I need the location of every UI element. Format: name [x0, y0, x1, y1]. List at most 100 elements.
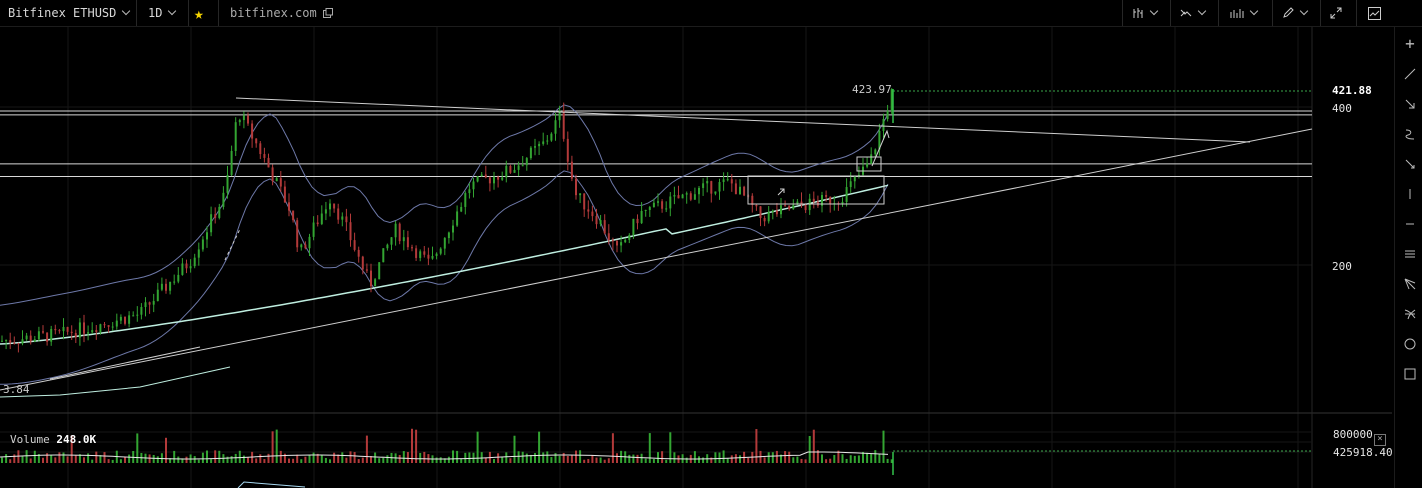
drawings: [0, 89, 1313, 488]
candle-body: [890, 89, 893, 112]
candle-body: [62, 326, 65, 332]
volume-title: Volume: [10, 433, 50, 446]
volume-bar: [529, 454, 532, 463]
volume-bar: [665, 459, 668, 463]
interval-selector[interactable]: 1D: [148, 0, 184, 26]
site-link[interactable]: bitfinex.com: [230, 0, 340, 26]
candle-body: [144, 302, 147, 308]
favorite-star-icon[interactable]: ★: [194, 3, 204, 23]
volume-bar: [353, 452, 356, 463]
volume-bar: [452, 450, 454, 463]
volume-bar: [365, 435, 368, 463]
volume-bar: [156, 456, 159, 463]
volume-bar: [361, 457, 364, 463]
price-chart[interactable]: [0, 27, 1392, 488]
candle-body: [714, 191, 717, 194]
candle-body: [579, 193, 582, 196]
candle-body: [673, 195, 676, 197]
volume-bar: [25, 450, 28, 463]
volume-bar: [185, 456, 188, 463]
candle-body: [439, 248, 442, 254]
rectangle-icon[interactable]: [1403, 367, 1417, 381]
chevron-down-icon: [1149, 6, 1159, 16]
volume-bar: [853, 455, 856, 463]
symbol-selector[interactable]: Bitfinex ETHUSD: [8, 0, 132, 26]
volume-bar: [710, 457, 713, 463]
volume-bar: [263, 459, 266, 463]
candle-body: [517, 165, 520, 170]
candle-body: [33, 339, 36, 342]
candle-body: [13, 342, 16, 344]
price-label-200: 200: [1332, 260, 1352, 273]
price-label-400: 400: [1332, 102, 1352, 115]
volume-bar: [628, 454, 631, 463]
volume-bar: [513, 435, 516, 463]
candle-body: [398, 223, 401, 242]
candle-body: [468, 189, 471, 194]
volume-bar: [402, 451, 405, 463]
screenshot-button[interactable]: [1368, 0, 1384, 26]
candle-body: [501, 177, 504, 180]
horizontal-line-icon[interactable]: [1403, 217, 1417, 231]
volume-bar: [329, 459, 331, 463]
candle-body: [275, 178, 278, 182]
compare-button[interactable]: [1180, 0, 1210, 26]
candle-body: [607, 233, 610, 241]
candle-body: [402, 237, 405, 242]
ray-icon[interactable]: [1403, 157, 1417, 171]
chevron-down-icon: [1249, 6, 1259, 16]
volume-bar: [652, 458, 655, 463]
arrow-icon[interactable]: [1403, 97, 1417, 111]
volume-bar: [460, 458, 463, 463]
volume-bar: [870, 453, 873, 463]
volume-bar: [464, 452, 467, 463]
candle-body: [42, 331, 44, 333]
fullscreen-button[interactable]: [1330, 0, 1346, 26]
candle-body: [538, 143, 541, 147]
indicators-button[interactable]: [1230, 0, 1266, 26]
volume-bar: [255, 458, 258, 463]
candle-body: [382, 248, 385, 263]
candle-body: [308, 236, 311, 249]
pitchfork-icon[interactable]: [1403, 307, 1417, 321]
candle-body: [185, 263, 188, 269]
volume-bar: [702, 457, 705, 463]
draw-button[interactable]: [1282, 0, 1312, 26]
circle-icon[interactable]: [1403, 337, 1417, 351]
candle-body: [132, 315, 135, 317]
crosshair-icon[interactable]: +: [1405, 34, 1415, 53]
vertical-line-icon[interactable]: [1403, 187, 1417, 201]
bar-style-button[interactable]: [1132, 0, 1162, 26]
volume-average-line: [0, 451, 889, 460]
candle-body: [431, 255, 434, 259]
interval-label: 1D: [148, 6, 163, 20]
parallel-channel-icon[interactable]: [1403, 247, 1417, 261]
candle-body: [825, 195, 828, 197]
candle-body: [562, 110, 565, 139]
volume-bar: [128, 454, 131, 463]
candle-body: [238, 120, 241, 123]
candle-body: [234, 122, 237, 151]
volume-bar: [136, 433, 139, 463]
candle-body: [136, 314, 139, 316]
fib-retracement-icon[interactable]: [1403, 277, 1417, 291]
candle-body: [710, 181, 713, 194]
candle-body: [513, 169, 516, 173]
draw-icon: [1283, 7, 1294, 18]
trendline-icon[interactable]: [1403, 67, 1417, 81]
candle-body: [99, 324, 102, 333]
brush-icon[interactable]: [1403, 127, 1417, 141]
breakout-box: [856, 156, 882, 172]
volume-bar: [546, 451, 549, 463]
candle-body: [210, 214, 213, 233]
candle-body: [739, 186, 741, 195]
candle-body: [464, 193, 467, 207]
volume-bar: [406, 452, 409, 463]
moving-average-tail: [0, 366, 231, 398]
volume-bar: [13, 454, 16, 463]
volume-bar: [616, 453, 618, 463]
volume-bar: [767, 452, 770, 463]
candle-body: [222, 192, 225, 207]
close-icon[interactable]: ×: [1374, 434, 1386, 446]
candle-body: [488, 177, 491, 184]
